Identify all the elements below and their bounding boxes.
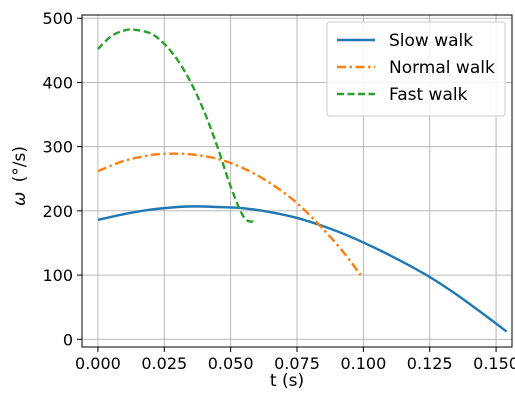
series-line-normal-walk [97,152,362,276]
y-tick-label: 100 [42,266,73,285]
legend: Slow walk Normal walk Fast walk [326,21,506,117]
series-line-slow-walk [97,205,508,333]
y-tick-label: 0 [63,330,73,349]
series-layer [97,28,508,333]
x-axis-label: t (s) [270,371,304,391]
legend-box [326,21,506,117]
y-tick-label: 300 [42,138,73,157]
ticks: 0.000 0.025 0.050 0.075 0.100 0.125 0.150 0 100 2… [42,9,515,373]
x-tick-label: 0.025 [141,354,187,373]
x-tick-label: 0.150 [473,354,515,373]
y-axis-unit: (°/s) [10,146,30,182]
series-line-fast-walk [97,28,255,223]
x-tick-label: 0.050 [208,354,254,373]
y-tick-label: 200 [42,202,73,221]
y-axis-label: ω (°/s) [10,146,30,206]
x-tick-label: 0.075 [274,354,320,373]
y-tick-label: 500 [42,9,73,28]
y-axis-symbol: ω [10,192,30,206]
x-tick-label: 0.000 [75,354,121,373]
x-tick-label: 0.100 [340,354,386,373]
legend-label-normal-walk: Normal walk [389,58,495,78]
grid [82,15,512,347]
x-tick-label: 0.125 [407,354,453,373]
y-tick-label: 400 [42,73,73,92]
legend-label-slow-walk: Slow walk [389,31,473,51]
legend-label-fast-walk: Fast walk [389,85,468,105]
